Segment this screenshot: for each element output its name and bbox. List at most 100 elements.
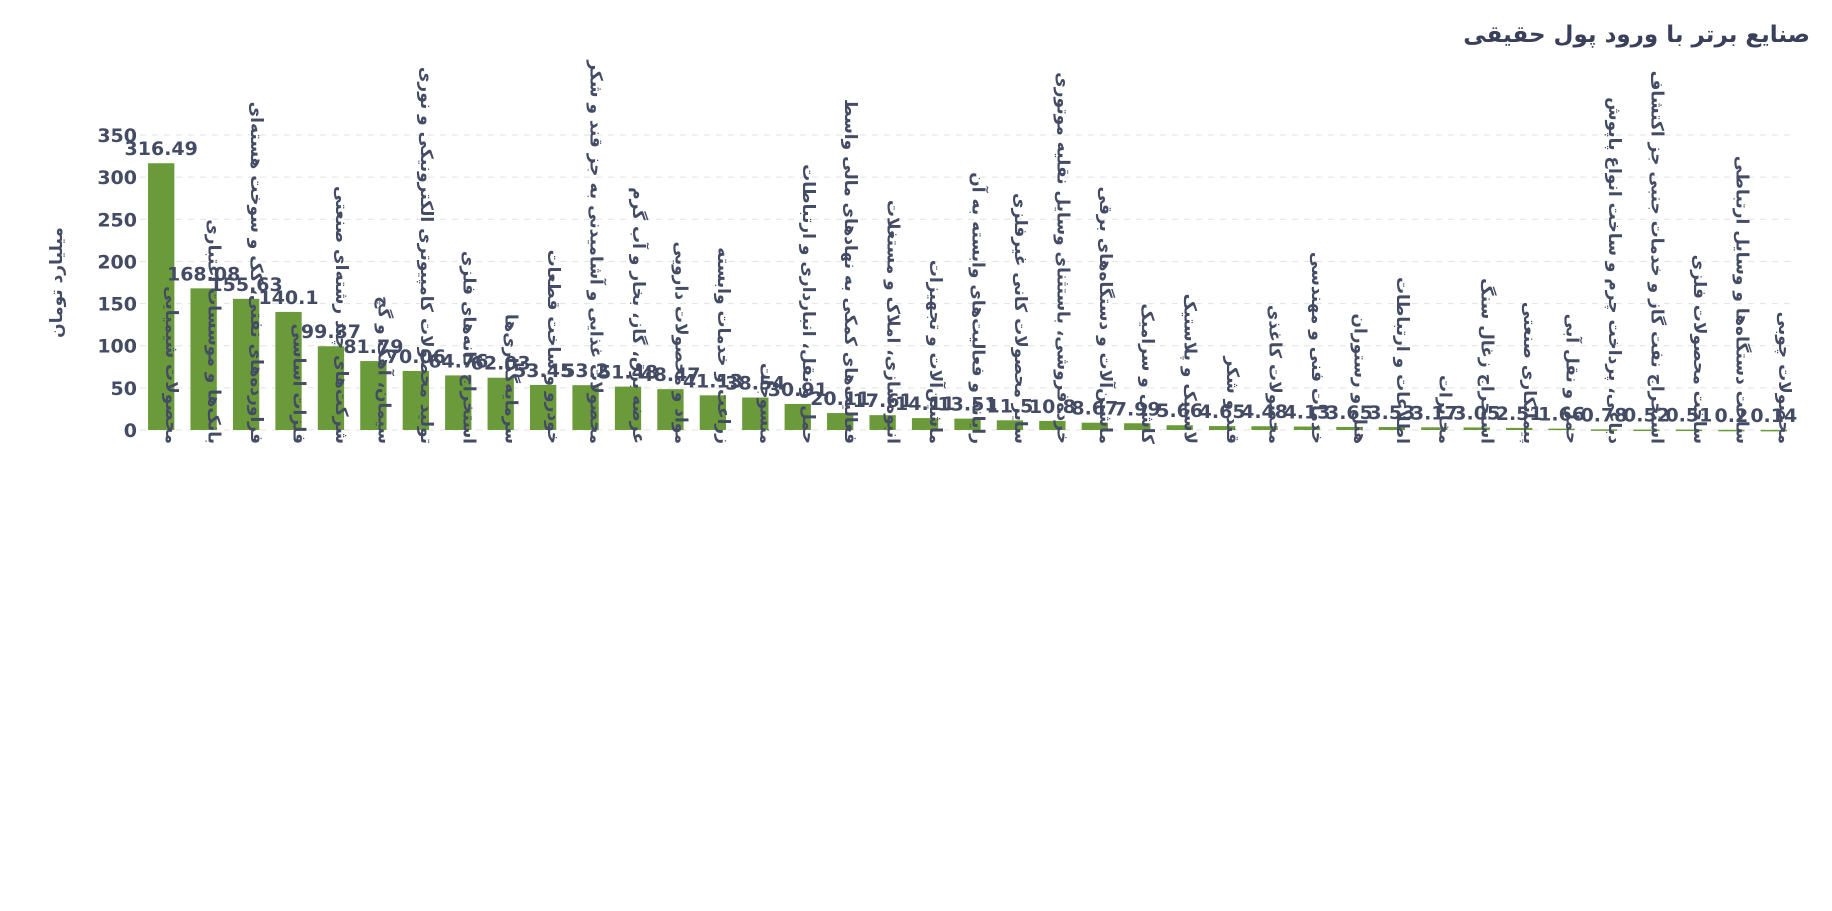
bar: [1633, 429, 1660, 432]
category-label: خدمات فنی و مهندسی: [1307, 252, 1327, 444]
category-label: فعالیت‌های کمکی به نهادهای مالی واسط: [840, 99, 860, 444]
category-label: زراعت و خدمات وابسته: [713, 247, 733, 444]
y-axis-ticks: 0 50 100 150 200 250 300 350: [97, 125, 137, 442]
value-label: 4.13: [1284, 402, 1331, 424]
value-label: 155.63: [209, 274, 282, 296]
category-label: محصولات غذایی و آشامیدنی به جز قند و شکر: [586, 59, 608, 444]
category-label: فراورده‌های نفتی، کک و سوخت هسته‌ای: [246, 102, 266, 444]
value-label: 7.99: [1114, 398, 1161, 420]
category-label: ماشین‌آلات و تجهیزات: [925, 260, 947, 444]
chart-title: صنایع برتر با ورود پول حقیقی: [1463, 22, 1810, 48]
bar: [190, 288, 217, 430]
category-label: اطلاعات و ارتباطات: [1392, 277, 1412, 444]
value-label: 3.17: [1411, 402, 1458, 424]
y-tick-label: 250: [97, 209, 137, 231]
value-label: 64.76: [428, 350, 488, 372]
category-label: بانک‌ها و موسسات اعتباری: [204, 219, 224, 444]
value-label: 5.66: [1156, 400, 1203, 422]
bar: [784, 403, 811, 430]
category-label: کاشی و سرامیک: [1137, 303, 1157, 444]
bar: [911, 418, 939, 430]
bar: [1293, 426, 1321, 430]
category-label: فلزات اساسی: [289, 324, 309, 444]
bar: [827, 413, 854, 430]
category-label: مخابرات: [1434, 375, 1454, 444]
category-label: عرضه برق، گاز، بخار و آب گرم: [628, 187, 650, 444]
bar: [1506, 427, 1533, 430]
category-label: منسوجات: [755, 363, 775, 444]
value-label: 13.51: [937, 394, 997, 416]
bar: [657, 389, 684, 430]
value-label: 62.03: [471, 353, 531, 375]
category-label: سیمان، آهک و گچ: [373, 296, 395, 444]
value-label: 38.54: [725, 373, 785, 395]
bar: [1081, 422, 1108, 430]
bar: [529, 384, 557, 430]
value-label: 316.49: [125, 138, 198, 160]
bar: [1421, 427, 1448, 430]
bar: [1590, 429, 1618, 431]
bar: [275, 311, 302, 430]
value-label: 4.65: [1199, 401, 1246, 423]
bar: [1208, 426, 1236, 430]
value-label: 140.1: [258, 287, 318, 309]
bar: [1463, 427, 1490, 430]
value-label: 48.47: [640, 364, 700, 386]
category-label: حمل و نقل، انبارداری و ارتباطات: [798, 164, 818, 444]
bar: [402, 370, 429, 430]
bar: [445, 375, 472, 430]
value-label: 81.79: [343, 336, 403, 358]
y-tick-label: 300: [97, 167, 137, 189]
bar: [1548, 428, 1575, 431]
bar: [1251, 426, 1278, 430]
bar: [487, 377, 514, 430]
bar: [148, 163, 175, 430]
value-label: 53.45: [513, 360, 573, 382]
y-axis-label: میلیارد تومان: [47, 227, 67, 338]
category-label: حمل و نقل آبی: [1562, 314, 1584, 444]
value-label: 17.61: [853, 390, 913, 412]
bar: [1378, 427, 1406, 430]
category-labels: محصولات شیمیایی بانک‌ها و موسسات اعتباری ف…: [161, 59, 1794, 444]
y-tick-label: 0: [124, 420, 137, 442]
value-label: 11.5: [986, 395, 1033, 417]
bar: [360, 361, 387, 430]
value-label: 0.78: [1581, 404, 1628, 426]
bar: [742, 397, 769, 430]
bar: [996, 420, 1024, 430]
bar: [1760, 429, 1787, 432]
value-label: 14.11: [895, 393, 955, 415]
category-label: شرکت‌های چند رشته‌ای صنعتی: [331, 186, 351, 444]
category-label: پیمانکاری صنعتی: [1519, 302, 1539, 444]
category-label: هتل و رستوران: [1349, 313, 1369, 444]
value-label: 30.91: [768, 379, 828, 401]
value-label: 3.53: [1368, 402, 1415, 424]
category-label: مواد و محصولات دارویی: [670, 242, 690, 444]
bar: [954, 418, 981, 430]
bar: [1166, 425, 1193, 430]
value-label: 20.11: [810, 388, 870, 410]
bar: [1039, 420, 1066, 430]
bar: [1336, 426, 1363, 430]
bar: [614, 386, 642, 430]
value-label: 1.66: [1538, 404, 1585, 426]
bar: [699, 395, 727, 430]
bar: [869, 415, 896, 430]
category-label: ماشین‌آلات و دستگاه‌های برقی: [1095, 187, 1117, 444]
bar: [1718, 429, 1745, 432]
bar: [232, 298, 260, 430]
value-label: 70.06: [386, 346, 446, 368]
category-label: خرده‌فروشی، باستثنای وسایل نقلیه موتوری: [1052, 72, 1072, 444]
category-label: رایانه و فعالیت‌های وابسته به آن: [968, 172, 990, 444]
value-label: 8.67: [1071, 398, 1118, 420]
category-label: استخراج کانه‌های فلزی: [458, 251, 478, 444]
value-label: 4.48: [1241, 401, 1288, 423]
category-label: محصولات چوبی: [1774, 312, 1794, 444]
value-label: 0.2: [1715, 405, 1749, 427]
value-label: 0.51: [1665, 405, 1712, 427]
value-label: 51.48: [598, 362, 658, 384]
category-label: دباغی، پرداخت چرم و ساخت انواع پاپوش: [1604, 97, 1624, 444]
category-label: استخراج زغال سنگ: [1477, 278, 1498, 444]
value-label: 10.8: [1029, 396, 1076, 418]
